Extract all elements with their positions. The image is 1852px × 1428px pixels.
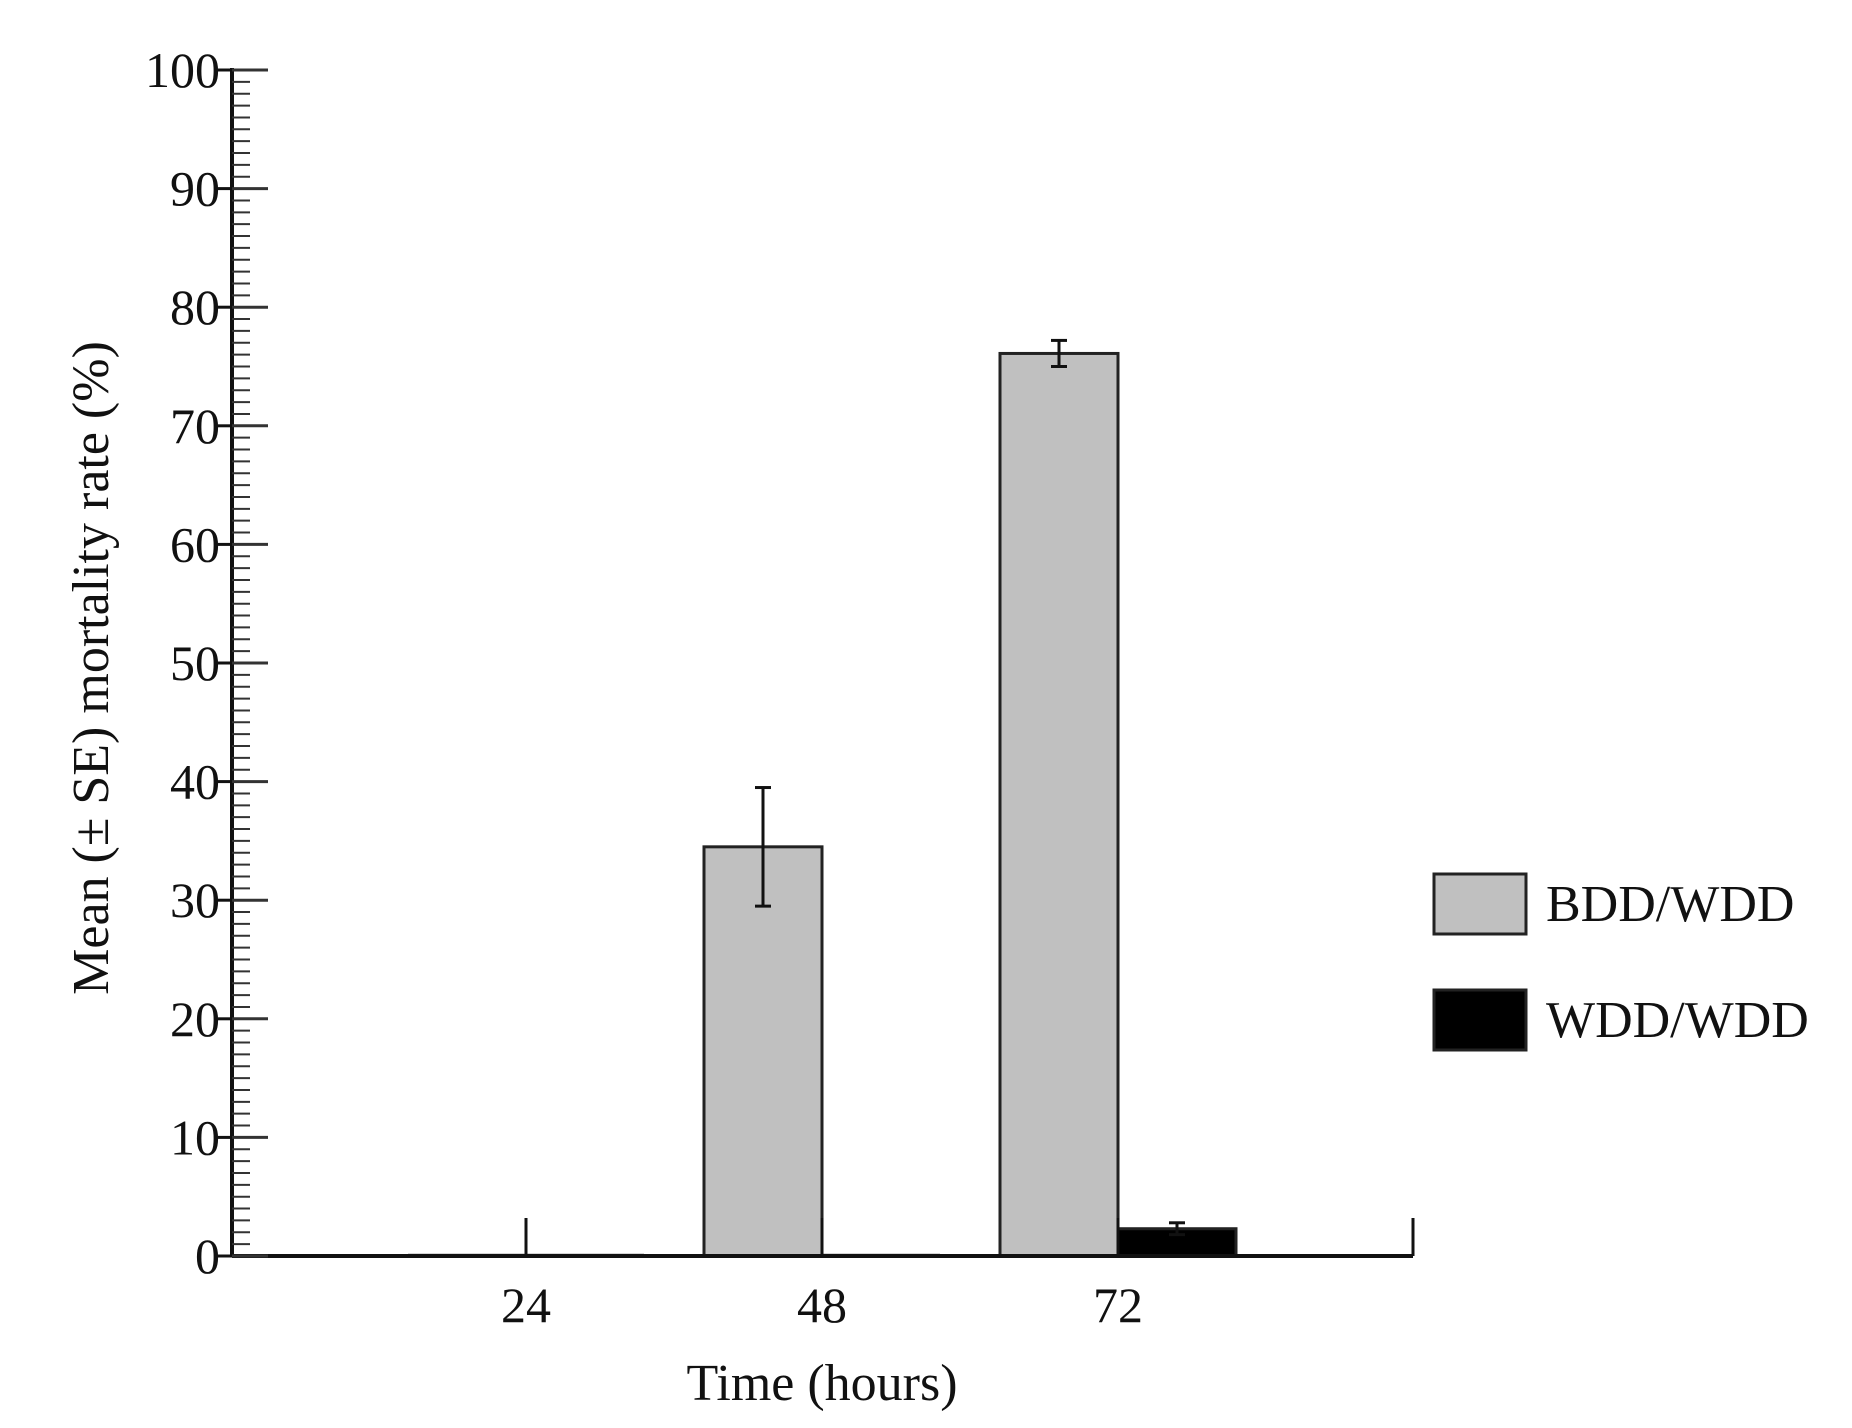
legend-item-wdd-wdd: WDD/WDD xyxy=(1432,988,1809,1052)
x-tick-label: 48 xyxy=(797,1277,847,1333)
y-tick-label: 70 xyxy=(170,398,220,454)
plot-area xyxy=(408,338,1238,1258)
y-tick-label: 50 xyxy=(170,635,220,691)
error-bar-bdd-wdd-48 xyxy=(755,786,771,908)
bar-bdd-wdd-72 xyxy=(998,351,1120,1258)
y-tick-label: 40 xyxy=(170,754,220,810)
legend: BDD/WDD WDD/WDD xyxy=(1432,872,1809,1052)
y-tick-label: 80 xyxy=(170,279,220,335)
y-tick-label: 60 xyxy=(170,516,220,572)
legend-label: BDD/WDD xyxy=(1546,876,1794,933)
x-tick-label: 72 xyxy=(1093,1277,1143,1333)
axes: 24 48 72 0 10 20 30 40 50 60 70 80 90 100 xyxy=(145,42,1415,1333)
legend-swatch xyxy=(1432,872,1528,936)
x-tick-label: 24 xyxy=(501,1277,551,1333)
bar-bdd-wdd-48 xyxy=(702,845,824,1258)
legend-swatch xyxy=(1432,988,1528,1052)
error-bar-wdd-wdd-72 xyxy=(1169,1221,1185,1237)
legend-item-bdd-wdd: BDD/WDD xyxy=(1432,872,1794,936)
y-tick-label: 90 xyxy=(170,161,220,217)
x-axis-title: Time (hours) xyxy=(686,1355,957,1412)
y-tick-label: 10 xyxy=(170,1109,220,1165)
y-tick-label: 0 xyxy=(195,1228,220,1284)
y-tick-label: 20 xyxy=(170,991,220,1047)
y-tick-label: 30 xyxy=(170,872,220,928)
legend-label: WDD/WDD xyxy=(1546,992,1809,1049)
error-bar-bdd-wdd-72 xyxy=(1051,338,1067,368)
y-axis-title: Mean (± SE) mortality rate (%) xyxy=(63,341,120,995)
y-tick-label: 100 xyxy=(145,42,220,98)
